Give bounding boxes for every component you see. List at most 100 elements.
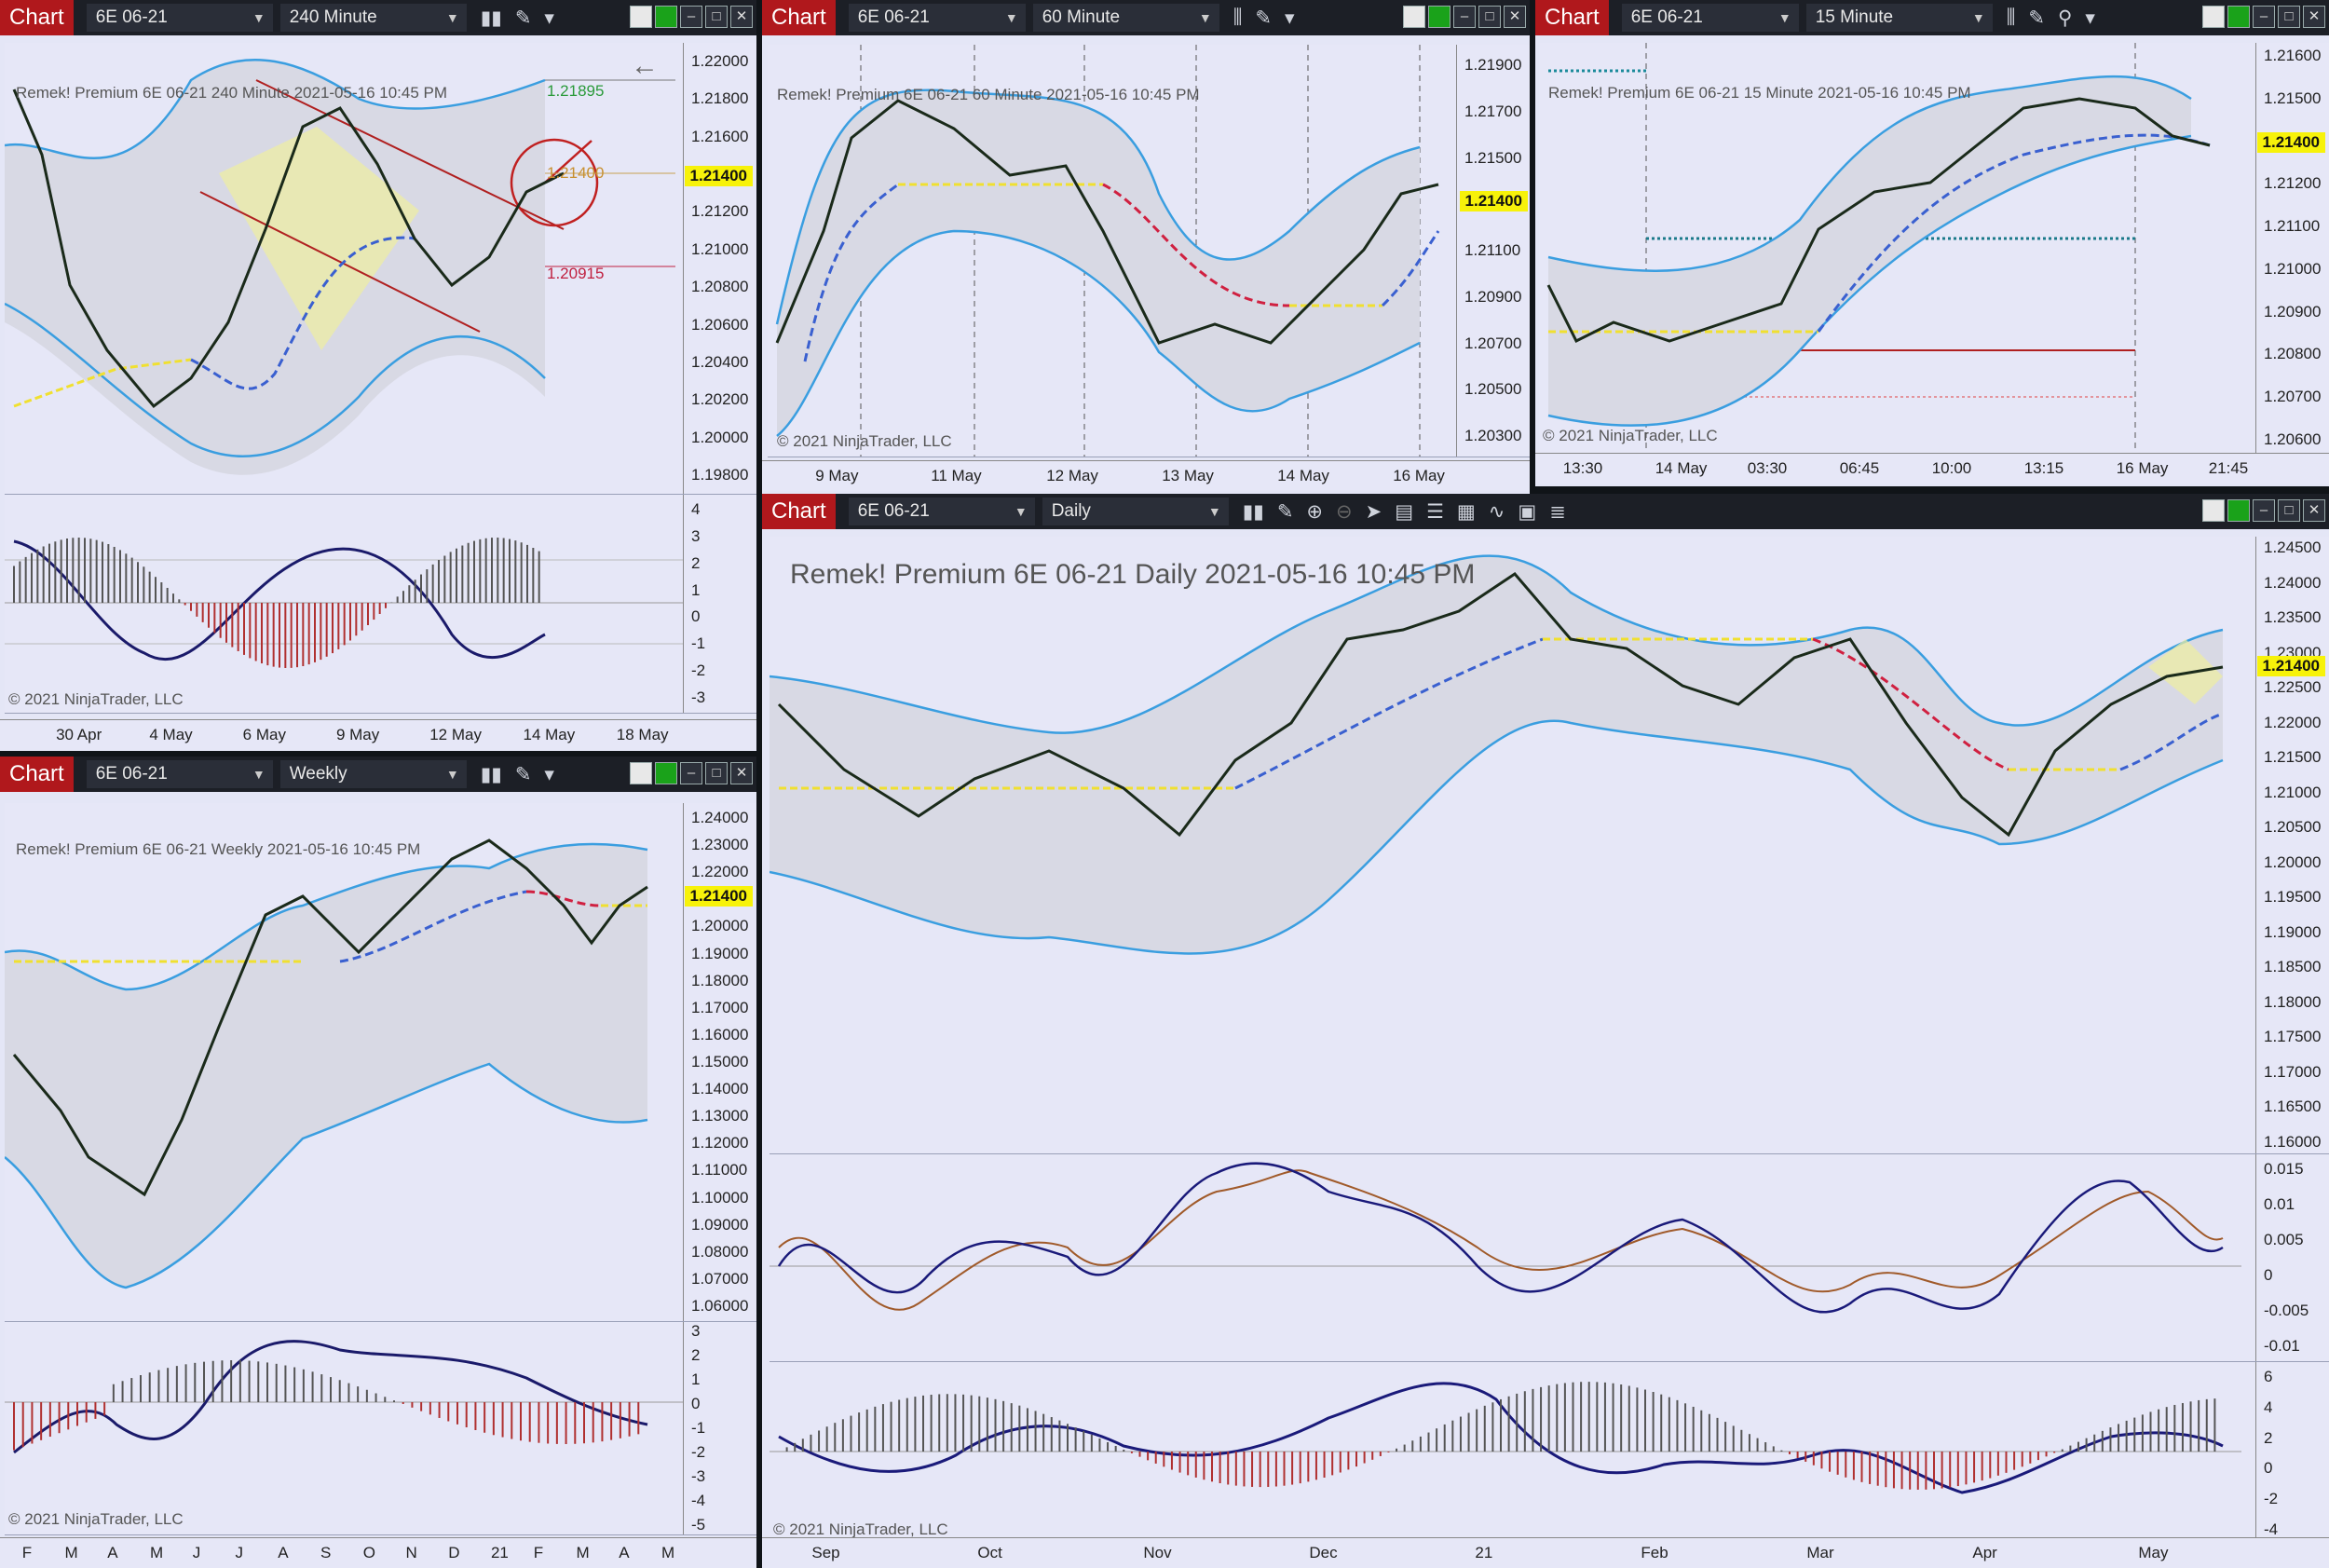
maximize-button[interactable]: □ bbox=[705, 6, 728, 28]
interval-selector[interactable]: Weekly ▼ bbox=[279, 760, 467, 788]
time-axis[interactable]: 9 May 11 May 12 May 13 May 14 May 16 May bbox=[762, 460, 1530, 491]
chart-menu-button[interactable]: Chart bbox=[762, 0, 836, 35]
chart-menu-button[interactable]: Chart bbox=[1535, 0, 1609, 35]
dropdown-arrow-icon[interactable]: ▾ bbox=[544, 7, 554, 29]
time-tick-label: 16 May bbox=[1393, 467, 1445, 484]
minimize-button[interactable]: – bbox=[680, 762, 702, 784]
strategies-icon[interactable]: ∿ bbox=[1488, 500, 1505, 523]
link-button[interactable] bbox=[2227, 6, 2250, 28]
chart-menu-button[interactable]: Chart bbox=[762, 494, 836, 529]
zoom-out-icon[interactable]: ⊖ bbox=[1336, 500, 1353, 523]
zoom-in-icon[interactable]: ⊕ bbox=[1306, 500, 1324, 523]
minimize-button[interactable]: – bbox=[1453, 6, 1476, 28]
chart-window-weekly: Chart 6E 06-21 ▼ Weekly ▼ ▮▮ ✎ ▾ – □ ✕ Remek… bbox=[0, 757, 756, 1568]
close-button[interactable]: ✕ bbox=[2303, 6, 2325, 28]
window-color-button[interactable] bbox=[630, 762, 652, 784]
price-panel[interactable]: Remek! Premium 6E 06-21 15 Minute 2021-0… bbox=[1539, 43, 2329, 454]
time-axis[interactable]: Sep Oct Nov Dec 21 Feb Mar Apr May bbox=[762, 1537, 2329, 1568]
time-tick-label: Mar bbox=[1806, 1544, 1834, 1561]
drawing-tool-icon[interactable]: ✎ bbox=[1255, 7, 1272, 29]
time-tick-label: 14 May bbox=[523, 726, 576, 743]
oscillator-panel-1[interactable]: 0.015 0.01 0.005 0 -0.005 -0.01 bbox=[770, 1154, 2329, 1362]
list-icon[interactable]: ≣ bbox=[1549, 500, 1566, 523]
axis-tick-label: 2 bbox=[691, 1346, 701, 1364]
price-axis[interactable]: 1.219001.217001.215001.213001.211001.209… bbox=[1456, 45, 1530, 457]
dropdown-arrow-icon[interactable]: ▾ bbox=[1284, 7, 1295, 29]
time-tick-label: Feb bbox=[1641, 1544, 1668, 1561]
window-color-button[interactable] bbox=[2202, 499, 2225, 522]
properties-icon[interactable]: ☰ bbox=[1426, 500, 1444, 523]
oscillator-axis-1[interactable]: 0.015 0.01 0.005 0 -0.005 -0.01 bbox=[2255, 1154, 2329, 1361]
price-plot bbox=[770, 554, 2224, 955]
drawing-tool-icon[interactable]: ✎ bbox=[1276, 500, 1294, 523]
bar-type-icon[interactable]: ⫼ bbox=[1233, 7, 1243, 28]
maximize-button[interactable]: □ bbox=[1478, 6, 1501, 28]
maximize-button[interactable]: □ bbox=[2278, 499, 2300, 522]
oscillator-axis-2[interactable]: 6 4 2 0 -2 -4 bbox=[2255, 1362, 2329, 1545]
arrow-left-icon[interactable]: ← bbox=[631, 50, 659, 81]
axis-tick-label: 1.20500 bbox=[1464, 380, 1522, 399]
price-panel[interactable]: Remek! Premium 6E 06-21 Weekly 2021-05-1… bbox=[5, 803, 756, 1322]
close-button[interactable]: ✕ bbox=[2303, 499, 2325, 522]
chart-menu-button[interactable]: Chart bbox=[0, 0, 74, 35]
data-box-icon[interactable]: ▤ bbox=[1395, 500, 1414, 523]
indicators-icon[interactable]: ▦ bbox=[1456, 500, 1476, 523]
oscillator-axis[interactable]: 4 3 2 1 0 -1 -2 -3 bbox=[683, 495, 756, 713]
time-tick-label: F bbox=[533, 1544, 544, 1561]
oscillator-panel[interactable]: 3 2 1 0 -1 -2 -3 -4 -5 © 2021 NinjaTrader, LLC bbox=[5, 1322, 756, 1535]
instrument-selector[interactable]: 6E 06-21 ▼ bbox=[86, 760, 273, 788]
time-axis[interactable]: 13:30 14 May 03:30 06:45 10:00 13:15 16 May 21:… bbox=[1535, 453, 2329, 484]
price-axis[interactable]: 1.24500 1.24000 1.23500 1.23000 1.22500 1.220… bbox=[2255, 537, 2329, 1153]
minimize-button[interactable]: – bbox=[2253, 499, 2275, 522]
link-button[interactable] bbox=[655, 762, 677, 784]
dropdown-arrow-icon[interactable]: ▾ bbox=[2085, 7, 2095, 29]
interval-selector[interactable]: 240 Minute ▼ bbox=[279, 4, 467, 32]
drawing-tool-icon[interactable]: ✎ bbox=[514, 763, 532, 785]
oscillator-panel[interactable]: 4 3 2 1 0 -1 -2 -3 © 2021 NinjaTrader, LLC bbox=[5, 495, 756, 714]
link-button[interactable] bbox=[655, 6, 677, 28]
instrument-selector[interactable]: 6E 06-21 ▼ bbox=[848, 4, 1026, 32]
time-axis[interactable]: 30 Apr 4 May 6 May 9 May 12 May 14 May 18 May bbox=[0, 719, 756, 750]
price-axis[interactable]: 1.22000 1.21800 1.21600 1.21400 1.21200 1.210… bbox=[683, 43, 756, 494]
pointer-icon[interactable]: ➤ bbox=[1365, 500, 1382, 523]
price-axis[interactable]: 1.216001.215001.213001.212001.211001.210… bbox=[2255, 43, 2329, 453]
instrument-selector[interactable]: 6E 06-21 ▼ bbox=[86, 4, 273, 32]
drawing-tool-icon[interactable]: ✎ bbox=[514, 7, 532, 29]
chevron-down-icon: ▼ bbox=[252, 767, 266, 782]
oscillator-panel-2[interactable]: 6 4 2 0 -2 -4 © 2021 NinjaTrader, LLC bbox=[770, 1362, 2329, 1546]
chart-menu-button[interactable]: Chart bbox=[0, 757, 74, 792]
price-panel[interactable]: Remek! Premium 6E 06-21 Daily 2021-05-16… bbox=[770, 537, 2329, 1154]
close-button[interactable]: ✕ bbox=[1504, 6, 1526, 28]
price-panel[interactable]: Remek! Premium 6E 06-21 60 Minute 2021-0… bbox=[768, 45, 1530, 457]
close-button[interactable]: ✕ bbox=[730, 762, 753, 784]
bar-type-icon[interactable]: ⫼ bbox=[2006, 7, 2016, 28]
time-tick-label: 10:00 bbox=[1931, 459, 1972, 477]
instrument-selector[interactable]: 6E 06-21 ▼ bbox=[848, 498, 1035, 525]
oscillator-axis[interactable]: 3 2 1 0 -1 -2 -3 -4 -5 bbox=[683, 1322, 756, 1534]
bar-type-icon[interactable]: ▮▮ bbox=[480, 763, 502, 785]
maximize-button[interactable]: □ bbox=[705, 762, 728, 784]
dropdown-arrow-icon[interactable]: ▾ bbox=[544, 763, 554, 785]
zoom-icon[interactable]: ⚲ bbox=[2057, 7, 2073, 29]
interval-selector[interactable]: 60 Minute ▼ bbox=[1032, 4, 1219, 32]
bar-type-icon[interactable]: ▮▮ bbox=[1242, 500, 1264, 523]
interval-selector[interactable]: 15 Minute ▼ bbox=[1805, 4, 1993, 32]
close-button[interactable]: ✕ bbox=[730, 6, 753, 28]
bar-type-icon[interactable]: ▮▮ bbox=[480, 7, 502, 29]
instrument-selector[interactable]: 6E 06-21 ▼ bbox=[1621, 4, 1799, 32]
window-color-button[interactable] bbox=[1403, 6, 1425, 28]
drawing-tool-icon[interactable]: ✎ bbox=[2028, 7, 2045, 29]
time-axis[interactable]: F M A M J J A S O N D 21 F M A M bbox=[0, 1537, 756, 1568]
price-panel[interactable]: Remek! Premium 6E 06-21 240 Minute 2021-… bbox=[5, 43, 756, 495]
link-button[interactable] bbox=[1428, 6, 1451, 28]
price-axis[interactable]: 1.240001.230001.220001.210001.200001.190… bbox=[683, 803, 756, 1321]
minimize-button[interactable]: – bbox=[2253, 6, 2275, 28]
minimize-button[interactable]: – bbox=[680, 6, 702, 28]
axis-tick-label: 1.21100 bbox=[1464, 241, 1521, 259]
templates-icon[interactable]: ▣ bbox=[1518, 500, 1537, 523]
link-button[interactable] bbox=[2227, 499, 2250, 522]
maximize-button[interactable]: □ bbox=[2278, 6, 2300, 28]
window-color-button[interactable] bbox=[630, 6, 652, 28]
interval-selector[interactable]: Daily ▼ bbox=[1042, 498, 1229, 525]
window-color-button[interactable] bbox=[2202, 6, 2225, 28]
